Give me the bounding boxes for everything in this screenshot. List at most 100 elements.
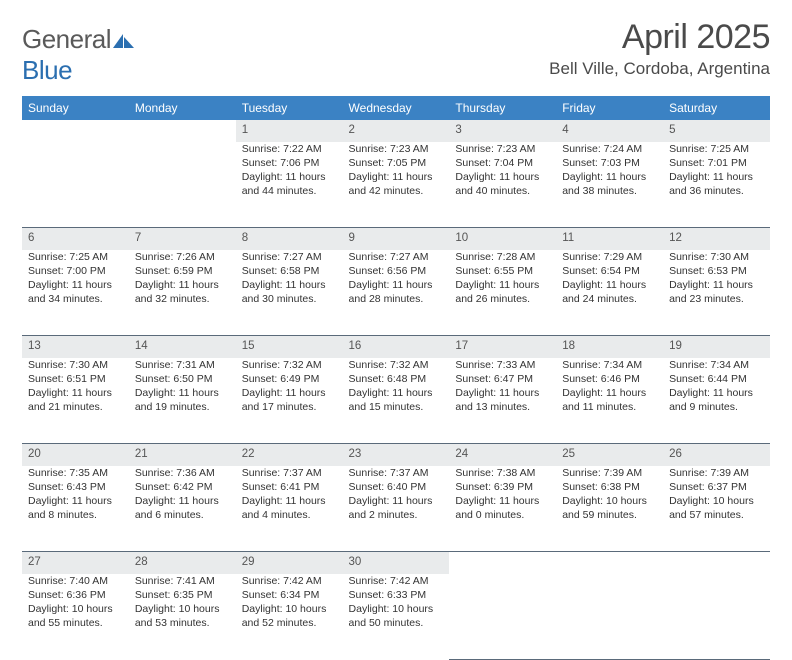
day-number-cell: 9 bbox=[343, 228, 450, 250]
sunset-text: Sunset: 6:50 PM bbox=[135, 372, 230, 386]
header: GeneralBlue April 2025 Bell Ville, Cordo… bbox=[22, 18, 770, 86]
logo-text: GeneralBlue bbox=[22, 24, 136, 86]
day-cell: Sunrise: 7:39 AMSunset: 6:37 PMDaylight:… bbox=[663, 466, 770, 552]
daylight-text: Daylight: 11 hours and 23 minutes. bbox=[669, 278, 764, 306]
day-number-cell: 24 bbox=[449, 444, 556, 466]
day-cell: Sunrise: 7:24 AMSunset: 7:03 PMDaylight:… bbox=[556, 142, 663, 228]
day-cell: Sunrise: 7:42 AMSunset: 6:33 PMDaylight:… bbox=[343, 574, 450, 660]
day-cell: Sunrise: 7:34 AMSunset: 6:46 PMDaylight:… bbox=[556, 358, 663, 444]
daylight-text: Daylight: 11 hours and 34 minutes. bbox=[28, 278, 123, 306]
day-header: Sunday bbox=[22, 96, 129, 120]
daylight-text: Daylight: 11 hours and 26 minutes. bbox=[455, 278, 550, 306]
sunrise-text: Sunrise: 7:41 AM bbox=[135, 574, 230, 588]
sunrise-text: Sunrise: 7:27 AM bbox=[242, 250, 337, 264]
day-number-cell: 25 bbox=[556, 444, 663, 466]
sunset-text: Sunset: 7:01 PM bbox=[669, 156, 764, 170]
sunset-text: Sunset: 6:53 PM bbox=[669, 264, 764, 278]
daylight-text: Daylight: 11 hours and 4 minutes. bbox=[242, 494, 337, 522]
sunset-text: Sunset: 6:56 PM bbox=[349, 264, 444, 278]
sunset-text: Sunset: 7:04 PM bbox=[455, 156, 550, 170]
day-header: Friday bbox=[556, 96, 663, 120]
logo: GeneralBlue bbox=[22, 24, 136, 86]
sunrise-text: Sunrise: 7:33 AM bbox=[455, 358, 550, 372]
day-cell: Sunrise: 7:37 AMSunset: 6:41 PMDaylight:… bbox=[236, 466, 343, 552]
page-title: April 2025 bbox=[549, 18, 770, 57]
sunset-text: Sunset: 6:34 PM bbox=[242, 588, 337, 602]
day-number-cell bbox=[129, 120, 236, 142]
day-header: Wednesday bbox=[343, 96, 450, 120]
sunrise-text: Sunrise: 7:38 AM bbox=[455, 466, 550, 480]
day-number-cell: 3 bbox=[449, 120, 556, 142]
daylight-text: Daylight: 11 hours and 6 minutes. bbox=[135, 494, 230, 522]
sunrise-text: Sunrise: 7:29 AM bbox=[562, 250, 657, 264]
week-row: Sunrise: 7:40 AMSunset: 6:36 PMDaylight:… bbox=[22, 574, 770, 660]
sunset-text: Sunset: 6:33 PM bbox=[349, 588, 444, 602]
day-cell bbox=[449, 574, 556, 660]
day-cell bbox=[22, 142, 129, 228]
sunrise-text: Sunrise: 7:27 AM bbox=[349, 250, 444, 264]
sunset-text: Sunset: 6:49 PM bbox=[242, 372, 337, 386]
sunset-text: Sunset: 6:48 PM bbox=[349, 372, 444, 386]
daylight-text: Daylight: 11 hours and 30 minutes. bbox=[242, 278, 337, 306]
day-number-cell: 7 bbox=[129, 228, 236, 250]
daylight-text: Daylight: 11 hours and 19 minutes. bbox=[135, 386, 230, 414]
daylight-text: Daylight: 11 hours and 2 minutes. bbox=[349, 494, 444, 522]
day-cell: Sunrise: 7:33 AMSunset: 6:47 PMDaylight:… bbox=[449, 358, 556, 444]
daylight-text: Daylight: 11 hours and 38 minutes. bbox=[562, 170, 657, 198]
logo-sail-icon bbox=[111, 24, 136, 54]
sunset-text: Sunset: 6:54 PM bbox=[562, 264, 657, 278]
logo-word-2: Blue bbox=[22, 55, 72, 85]
day-number-cell: 26 bbox=[663, 444, 770, 466]
sunset-text: Sunset: 6:36 PM bbox=[28, 588, 123, 602]
day-cell: Sunrise: 7:28 AMSunset: 6:55 PMDaylight:… bbox=[449, 250, 556, 336]
daylight-text: Daylight: 11 hours and 28 minutes. bbox=[349, 278, 444, 306]
daylight-text: Daylight: 11 hours and 36 minutes. bbox=[669, 170, 764, 198]
sunrise-text: Sunrise: 7:40 AM bbox=[28, 574, 123, 588]
day-cell: Sunrise: 7:39 AMSunset: 6:38 PMDaylight:… bbox=[556, 466, 663, 552]
sunset-text: Sunset: 6:44 PM bbox=[669, 372, 764, 386]
sunrise-text: Sunrise: 7:22 AM bbox=[242, 142, 337, 156]
daylight-text: Daylight: 11 hours and 32 minutes. bbox=[135, 278, 230, 306]
day-number-cell: 6 bbox=[22, 228, 129, 250]
daylight-text: Daylight: 11 hours and 24 minutes. bbox=[562, 278, 657, 306]
day-number-cell: 1 bbox=[236, 120, 343, 142]
day-cell: Sunrise: 7:26 AMSunset: 6:59 PMDaylight:… bbox=[129, 250, 236, 336]
sunset-text: Sunset: 6:35 PM bbox=[135, 588, 230, 602]
daylight-text: Daylight: 10 hours and 52 minutes. bbox=[242, 602, 337, 630]
day-number-cell: 21 bbox=[129, 444, 236, 466]
sunrise-text: Sunrise: 7:31 AM bbox=[135, 358, 230, 372]
sunset-text: Sunset: 6:43 PM bbox=[28, 480, 123, 494]
daylight-text: Daylight: 10 hours and 50 minutes. bbox=[349, 602, 444, 630]
day-number-cell: 13 bbox=[22, 336, 129, 358]
day-number-cell: 4 bbox=[556, 120, 663, 142]
day-number-cell: 16 bbox=[343, 336, 450, 358]
sunset-text: Sunset: 7:03 PM bbox=[562, 156, 657, 170]
daylight-text: Daylight: 10 hours and 53 minutes. bbox=[135, 602, 230, 630]
day-cell: Sunrise: 7:40 AMSunset: 6:36 PMDaylight:… bbox=[22, 574, 129, 660]
sunrise-text: Sunrise: 7:42 AM bbox=[242, 574, 337, 588]
sunset-text: Sunset: 6:40 PM bbox=[349, 480, 444, 494]
day-header: Tuesday bbox=[236, 96, 343, 120]
sunrise-text: Sunrise: 7:32 AM bbox=[242, 358, 337, 372]
day-header: Monday bbox=[129, 96, 236, 120]
sunset-text: Sunset: 6:37 PM bbox=[669, 480, 764, 494]
day-number-cell: 23 bbox=[343, 444, 450, 466]
sunset-text: Sunset: 6:59 PM bbox=[135, 264, 230, 278]
day-number-cell: 19 bbox=[663, 336, 770, 358]
daylight-text: Daylight: 10 hours and 55 minutes. bbox=[28, 602, 123, 630]
daylight-text: Daylight: 11 hours and 15 minutes. bbox=[349, 386, 444, 414]
day-cell: Sunrise: 7:27 AMSunset: 6:56 PMDaylight:… bbox=[343, 250, 450, 336]
day-number-cell: 27 bbox=[22, 552, 129, 574]
day-cell: Sunrise: 7:27 AMSunset: 6:58 PMDaylight:… bbox=[236, 250, 343, 336]
daylight-text: Daylight: 11 hours and 0 minutes. bbox=[455, 494, 550, 522]
day-number-cell: 29 bbox=[236, 552, 343, 574]
sunset-text: Sunset: 6:38 PM bbox=[562, 480, 657, 494]
day-cell: Sunrise: 7:35 AMSunset: 6:43 PMDaylight:… bbox=[22, 466, 129, 552]
sunset-text: Sunset: 6:55 PM bbox=[455, 264, 550, 278]
daynum-row: 13141516171819 bbox=[22, 336, 770, 358]
daylight-text: Daylight: 10 hours and 57 minutes. bbox=[669, 494, 764, 522]
day-number-cell: 17 bbox=[449, 336, 556, 358]
day-cell: Sunrise: 7:22 AMSunset: 7:06 PMDaylight:… bbox=[236, 142, 343, 228]
day-number-cell: 14 bbox=[129, 336, 236, 358]
sunrise-text: Sunrise: 7:25 AM bbox=[28, 250, 123, 264]
